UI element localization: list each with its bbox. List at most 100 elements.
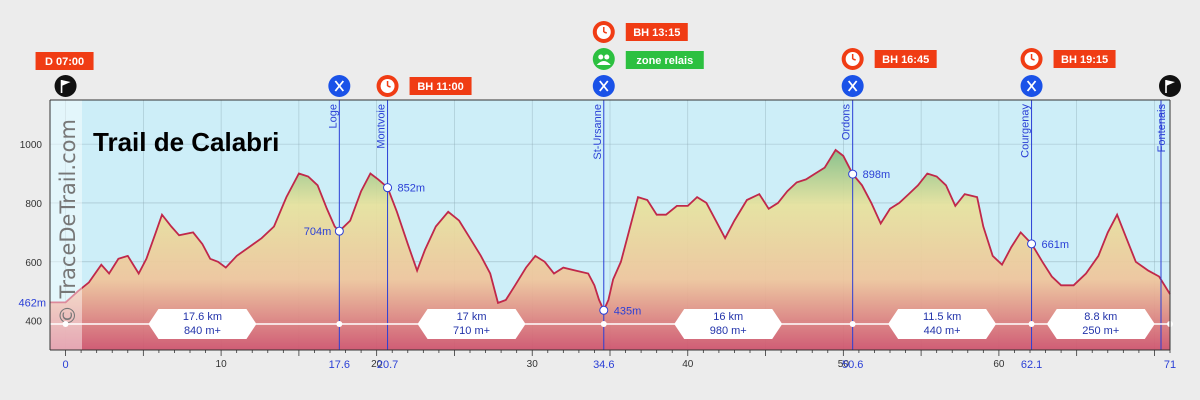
clock-hand-min — [852, 58, 856, 61]
chart-title: Trail de Calabri — [93, 127, 279, 157]
y-tick-label: 800 — [25, 199, 42, 210]
watermark-band — [50, 100, 82, 350]
segment-distance: 17 km — [457, 311, 487, 323]
y-tick-label: 1000 — [20, 140, 43, 151]
x-tick-label: 50 — [838, 359, 850, 370]
badge-label: BH 13:15 — [633, 27, 680, 39]
altitude-marker — [599, 305, 609, 315]
waypoint-km-label: 17.6 — [329, 359, 350, 371]
segment-distance: 16 km — [713, 311, 743, 323]
flag-cloth — [61, 80, 71, 86]
waypoint-name-finish: Fontenais — [1156, 104, 1168, 153]
start-flag-icon — [54, 75, 77, 97]
altitude-marker — [848, 169, 858, 179]
waypoint-km-label: 50.6 — [842, 359, 863, 371]
flag-cloth — [1166, 80, 1175, 86]
clock-hand-min — [1031, 58, 1035, 61]
segment-gain: 840 m+ — [184, 325, 221, 337]
waypoint-name: Ordons — [841, 104, 853, 141]
segment-distance: 11.5 km — [923, 311, 961, 323]
start-alt-label: 462m — [18, 297, 46, 309]
segment-gain: 710 m+ — [453, 325, 490, 337]
waypoint-lines — [338, 100, 1162, 350]
badge-bg — [625, 23, 688, 41]
clock-icon — [592, 21, 615, 43]
y-tick-label: 400 — [25, 317, 42, 328]
x-tick-label: 60 — [993, 359, 1005, 370]
waypoint-km-label: 34.6 — [593, 359, 614, 371]
clock-hand-min — [603, 31, 608, 34]
waypoint-name: Montvoie — [376, 104, 388, 149]
person-head — [604, 54, 610, 60]
segment-dot — [1028, 321, 1035, 327]
knife-stroke — [1026, 80, 1037, 92]
clock-hand-min — [387, 85, 391, 88]
relais-badge: zone relais — [625, 51, 704, 69]
altitude-label: 704m — [304, 226, 332, 238]
relais-bg — [625, 51, 704, 69]
time-badge: BH 13:15 — [625, 23, 688, 41]
badge-bg — [35, 52, 94, 70]
time-badges: D 07:00 BH 11:00 BH 13:15 zone relais BH 16:… — [35, 23, 1116, 95]
badge-bg — [1053, 50, 1116, 68]
segment-dot — [62, 321, 69, 327]
people-icon — [592, 48, 615, 70]
flag-circle — [54, 75, 77, 97]
waypoint-km-label: 62.1 — [1021, 359, 1042, 371]
watermark: © TraceDeTrail.com — [56, 119, 80, 326]
relais-label: zone relais — [636, 55, 693, 67]
segment-distance: 8.8 km — [1084, 311, 1117, 323]
y-tick-label: 600 — [25, 258, 42, 269]
segment-gain: 250 m+ — [1082, 325, 1119, 337]
altitude-label: 852m — [398, 183, 426, 195]
segment-dot — [849, 321, 856, 327]
badge-label: BH 19:15 — [1061, 54, 1108, 66]
clock-icon — [1020, 48, 1043, 70]
x-tick-label: 10 — [216, 359, 228, 370]
time-badge: BH 19:15 — [1053, 50, 1116, 68]
elevation-line — [50, 148, 1171, 313]
fork-knife-icon — [1020, 75, 1043, 97]
finish-km-label: 71 — [1164, 359, 1176, 371]
icons — [54, 21, 1181, 97]
watermark-group: © TraceDeTrail.com — [50, 100, 82, 350]
segment-stat-box — [888, 309, 997, 339]
fork-knife-icon — [841, 75, 864, 97]
segment-stat-box — [417, 309, 526, 339]
time-badge: BH 11:00 — [409, 77, 472, 95]
start-km-label: 0 — [62, 359, 68, 371]
fork-knife-icon — [592, 75, 615, 97]
start-time-badge: D 07:00 — [35, 52, 94, 70]
segment-gain: 980 m+ — [710, 325, 747, 337]
time-badge: BH 16:45 — [874, 50, 937, 68]
person-head — [598, 54, 604, 60]
badge-label: BH 16:45 — [882, 54, 929, 66]
badge-label: BH 11:00 — [417, 81, 463, 93]
segment-gain: 440 m+ — [924, 325, 961, 337]
clock-icon — [841, 48, 864, 70]
clock-icon — [376, 75, 399, 97]
fork-knife-icon — [328, 75, 351, 97]
segment-dot — [336, 321, 343, 327]
segment-stat-box — [148, 309, 257, 339]
knife-stroke — [599, 80, 609, 92]
badge-bg — [409, 77, 472, 95]
segment-distance: 17.6 km — [183, 311, 222, 323]
segment-dot — [600, 321, 607, 327]
knife-stroke — [847, 80, 858, 92]
altitude-marker — [334, 226, 344, 236]
altitude-label: 898m — [863, 169, 891, 181]
waypoint-km-label: 20.7 — [377, 359, 398, 371]
altitude-label: 661m — [1042, 239, 1070, 251]
altitude-marker — [1027, 239, 1037, 249]
segment-stat-box — [1046, 309, 1155, 339]
knife-stroke — [334, 80, 345, 92]
people-body — [596, 61, 611, 65]
waypoint-name: Loge — [327, 104, 339, 128]
flag-circle — [1159, 75, 1181, 97]
waypoint-name: St-Ursanne — [592, 104, 604, 160]
waypoint-name: Courgenay — [1020, 104, 1032, 158]
